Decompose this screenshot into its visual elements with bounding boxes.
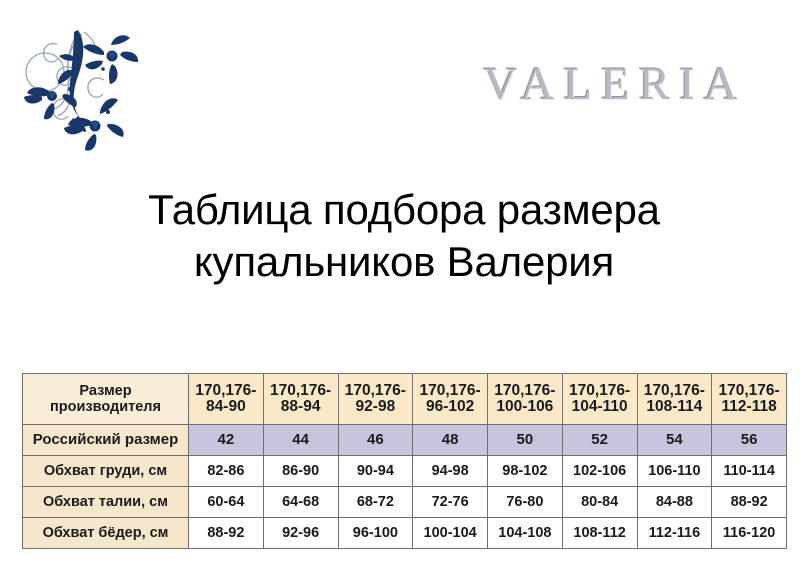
page-title-line-2: купальников Валерия (193, 238, 615, 285)
cell-text: 92-98 (355, 398, 396, 415)
row-label-chest: Обхват груди, см (22, 455, 189, 487)
cell-text: 96-102 (425, 398, 475, 415)
cell-waist: 80-84 (561, 486, 638, 518)
cell-text: 100-106 (496, 398, 554, 415)
table-row-manufacturer-size: Размер производителя 170,176- 84-90 170,… (22, 373, 787, 425)
cell-text: 104-110 (571, 398, 628, 415)
cell-manufacturer-size: 170,176- 100-106 (487, 373, 563, 425)
cell-hips: 96-100 (337, 517, 414, 549)
cell-text: 170,176- (718, 382, 780, 399)
cell-text: 170,176- (270, 382, 332, 399)
cell-text: 108-114 (646, 398, 703, 415)
cell-ru-size: 44 (262, 424, 339, 456)
cell-waist: 60-64 (188, 486, 264, 518)
cell-manufacturer-size: 170,176- 96-102 (412, 373, 488, 425)
row-label-manufacturer-size-bottom: производителя (50, 399, 161, 415)
cell-chest: 94-98 (412, 455, 488, 487)
cell-chest: 110-114 (711, 455, 787, 487)
cell-text: 112-118 (721, 398, 777, 415)
cell-text: 170,176- (569, 382, 631, 399)
cell-text: 170,176- (419, 382, 481, 399)
cell-hips: 92-96 (262, 517, 339, 549)
cell-waist: 68-72 (337, 486, 414, 518)
table-row-hips: Обхват бёдер, см 88-92 92-96 96-100 100-… (22, 517, 787, 549)
cell-manufacturer-size: 170,176- 92-98 (337, 373, 414, 425)
cell-chest: 86-90 (262, 455, 339, 487)
cell-waist: 64-68 (262, 486, 339, 518)
cell-ru-size: 54 (636, 424, 713, 456)
cell-ru-size: 46 (337, 424, 414, 456)
cell-chest: 90-94 (337, 455, 414, 487)
row-label-hips: Обхват бёдер, см (22, 517, 189, 549)
brand-wordmark: VALERIA (483, 58, 747, 110)
floral-ornament-icon (12, 22, 157, 152)
cell-text: 170,176- (643, 382, 705, 399)
cell-ru-size: 42 (188, 424, 264, 456)
cell-hips: 100-104 (412, 517, 488, 549)
size-chart-table: Размер производителя 170,176- 84-90 170,… (22, 373, 787, 549)
size-chart-table-wrapper: Размер производителя 170,176- 84-90 170,… (22, 373, 787, 549)
cell-ru-size: 52 (561, 424, 638, 456)
cell-ru-size: 56 (711, 424, 787, 456)
cell-text: 170,176- (195, 382, 257, 399)
cell-waist: 76-80 (487, 486, 563, 518)
row-label-manufacturer-size: Размер производителя (22, 373, 189, 425)
cell-text: 84-90 (206, 398, 246, 415)
cell-chest: 82-86 (188, 455, 264, 487)
cell-hips: 108-112 (561, 517, 638, 549)
cell-chest: 102-106 (561, 455, 638, 487)
row-label-ru-size: Российский размер (22, 424, 189, 456)
row-label-waist: Обхват талии, см (22, 486, 189, 518)
table-row-waist: Обхват талии, см 60-64 64-68 68-72 72-76… (22, 486, 787, 518)
row-label-manufacturer-size-top: Размер (79, 383, 132, 399)
cell-ru-size: 48 (412, 424, 488, 456)
brand-header: VALERIA (0, 0, 808, 170)
cell-manufacturer-size: 170,176- 88-94 (262, 373, 339, 425)
cell-manufacturer-size: 170,176- 112-118 (711, 373, 787, 425)
cell-hips: 88-92 (188, 517, 264, 549)
cell-text: 170,176- (494, 382, 556, 399)
cell-waist: 84-88 (636, 486, 713, 518)
cell-hips: 104-108 (487, 517, 563, 549)
page-title: Таблица подбора размера купальников Вале… (0, 184, 808, 288)
cell-manufacturer-size: 170,176- 84-90 (188, 373, 264, 425)
cell-waist: 88-92 (711, 486, 787, 518)
cell-text: 170,176- (344, 382, 406, 399)
cell-chest: 106-110 (636, 455, 713, 487)
cell-hips: 116-120 (711, 517, 787, 549)
cell-waist: 72-76 (412, 486, 488, 518)
cell-ru-size: 50 (487, 424, 563, 456)
cell-manufacturer-size: 170,176- 108-114 (636, 373, 713, 425)
table-row-ru-size: Российский размер 42 44 46 48 50 52 54 5… (22, 424, 787, 456)
cell-manufacturer-size: 170,176- 104-110 (561, 373, 638, 425)
cell-hips: 112-116 (636, 517, 713, 549)
page-title-line-1: Таблица подбора размера (148, 186, 660, 233)
table-row-chest: Обхват груди, см 82-86 86-90 90-94 94-98… (22, 455, 787, 487)
cell-chest: 98-102 (487, 455, 563, 487)
cell-text: 88-94 (280, 398, 321, 415)
